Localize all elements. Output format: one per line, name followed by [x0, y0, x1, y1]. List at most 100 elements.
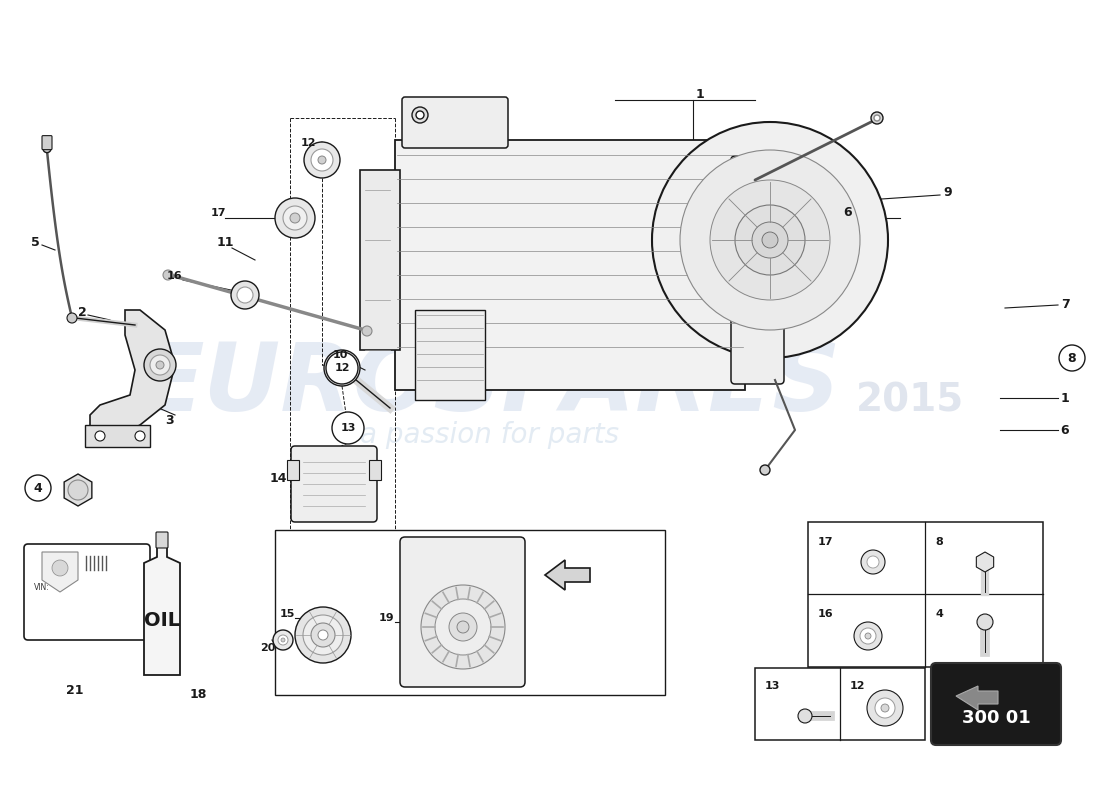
Circle shape: [326, 352, 358, 384]
Circle shape: [798, 709, 812, 723]
Text: 2015: 2015: [856, 381, 964, 419]
FancyBboxPatch shape: [368, 460, 381, 480]
Circle shape: [318, 630, 328, 640]
Bar: [275, 530, 666, 695]
Circle shape: [434, 599, 491, 655]
Circle shape: [867, 556, 879, 568]
Circle shape: [762, 232, 778, 248]
Polygon shape: [977, 552, 993, 572]
Circle shape: [144, 349, 176, 381]
Text: 9: 9: [944, 186, 953, 199]
Circle shape: [456, 621, 469, 633]
FancyBboxPatch shape: [732, 156, 784, 384]
Polygon shape: [42, 552, 78, 592]
Text: 20: 20: [261, 643, 276, 653]
Circle shape: [43, 145, 51, 153]
FancyBboxPatch shape: [931, 663, 1062, 745]
Text: 18: 18: [189, 689, 207, 702]
Text: 1: 1: [695, 89, 704, 102]
Polygon shape: [64, 474, 92, 506]
Circle shape: [412, 107, 428, 123]
Circle shape: [871, 112, 883, 124]
Text: 16: 16: [818, 609, 834, 619]
Text: 1: 1: [1060, 391, 1069, 405]
Text: 17: 17: [210, 208, 225, 218]
FancyBboxPatch shape: [42, 136, 52, 150]
Circle shape: [652, 122, 888, 358]
Text: 3: 3: [166, 414, 174, 426]
Text: 14: 14: [270, 471, 287, 485]
Text: 4: 4: [935, 609, 943, 619]
Text: 5: 5: [31, 235, 40, 249]
Text: 16: 16: [167, 271, 183, 281]
Text: 17: 17: [818, 537, 834, 547]
Circle shape: [283, 206, 307, 230]
Circle shape: [735, 205, 805, 275]
Circle shape: [860, 628, 876, 644]
Polygon shape: [544, 560, 590, 590]
Text: EUROSPARES: EUROSPARES: [140, 339, 840, 431]
Polygon shape: [956, 686, 998, 710]
Circle shape: [280, 638, 285, 642]
Text: 7: 7: [1060, 298, 1069, 311]
Circle shape: [680, 150, 860, 330]
Circle shape: [416, 111, 424, 119]
Text: 13: 13: [764, 681, 780, 691]
Text: 6: 6: [1060, 423, 1069, 437]
Circle shape: [874, 698, 895, 718]
Circle shape: [95, 431, 104, 441]
Circle shape: [421, 585, 505, 669]
Text: 19: 19: [379, 613, 395, 623]
FancyBboxPatch shape: [156, 532, 168, 548]
Circle shape: [236, 287, 253, 303]
Circle shape: [275, 198, 315, 238]
Circle shape: [331, 357, 353, 379]
Circle shape: [1059, 345, 1085, 371]
Circle shape: [156, 361, 164, 369]
Text: 11: 11: [217, 237, 233, 250]
Circle shape: [340, 420, 356, 436]
Circle shape: [333, 413, 363, 443]
Circle shape: [760, 465, 770, 475]
Circle shape: [710, 180, 830, 300]
Circle shape: [302, 615, 343, 655]
Circle shape: [25, 475, 51, 501]
Text: 2: 2: [78, 306, 87, 318]
Circle shape: [344, 369, 354, 379]
Text: 10: 10: [332, 350, 348, 360]
Text: 6: 6: [844, 206, 852, 219]
Circle shape: [135, 431, 145, 441]
Text: a passion for parts: a passion for parts: [361, 421, 619, 449]
Text: 12: 12: [334, 363, 350, 373]
Circle shape: [861, 550, 886, 574]
Text: 12: 12: [300, 138, 316, 148]
FancyBboxPatch shape: [292, 446, 377, 522]
FancyBboxPatch shape: [287, 460, 299, 480]
Text: VIN:: VIN:: [34, 583, 50, 592]
Circle shape: [752, 222, 788, 258]
Text: 13: 13: [340, 423, 355, 433]
FancyBboxPatch shape: [415, 310, 485, 400]
FancyBboxPatch shape: [24, 544, 150, 640]
Polygon shape: [90, 310, 175, 435]
Circle shape: [324, 350, 360, 386]
Circle shape: [338, 364, 346, 372]
Text: 15: 15: [279, 609, 295, 619]
Circle shape: [304, 142, 340, 178]
Circle shape: [150, 355, 170, 375]
Polygon shape: [144, 545, 180, 675]
Circle shape: [163, 270, 173, 280]
Circle shape: [865, 633, 871, 639]
Text: 4: 4: [34, 482, 43, 494]
Circle shape: [332, 412, 364, 444]
Circle shape: [67, 313, 77, 323]
Circle shape: [867, 690, 903, 726]
Text: 8: 8: [1068, 351, 1076, 365]
Text: OIL: OIL: [144, 610, 180, 630]
Text: 300 01: 300 01: [961, 709, 1031, 727]
Circle shape: [231, 281, 258, 309]
Circle shape: [362, 326, 372, 336]
Circle shape: [449, 613, 477, 641]
FancyBboxPatch shape: [400, 537, 525, 687]
Circle shape: [290, 213, 300, 223]
